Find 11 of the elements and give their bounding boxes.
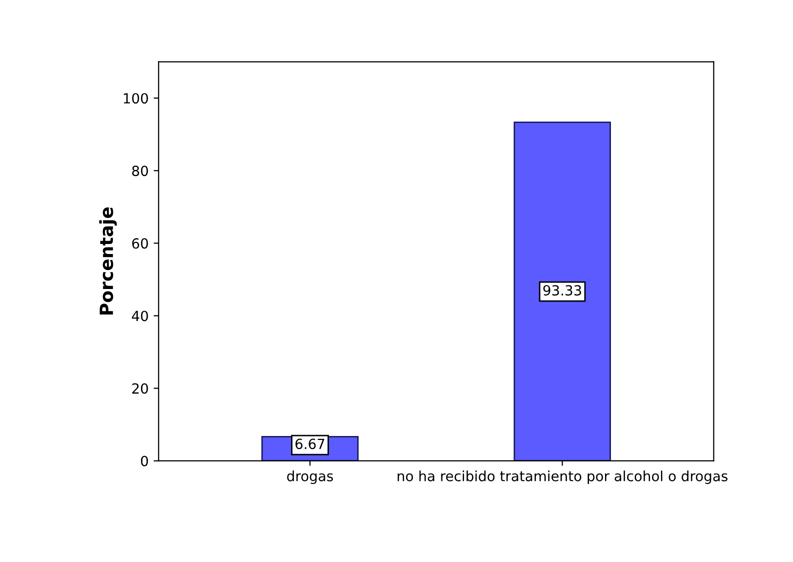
y-tick-label: 0 — [140, 456, 148, 466]
y-tick-label: 100 — [124, 93, 148, 104]
y-tick-label: 40 — [132, 310, 148, 322]
data-label: 93.33 — [543, 285, 582, 296]
y-tick-label: 60 — [132, 238, 148, 249]
y-tick-label: 20 — [132, 383, 148, 394]
x-tick-label: no ha recibido tratamiento por alcohol o drogas — [398, 470, 728, 484]
data-label: 6.67 — [296, 438, 324, 450]
x-tick-label: drogas — [287, 470, 333, 484]
y-tick-label: 80 — [132, 166, 148, 176]
y-axis-title: Porcentaje — [99, 207, 117, 314]
